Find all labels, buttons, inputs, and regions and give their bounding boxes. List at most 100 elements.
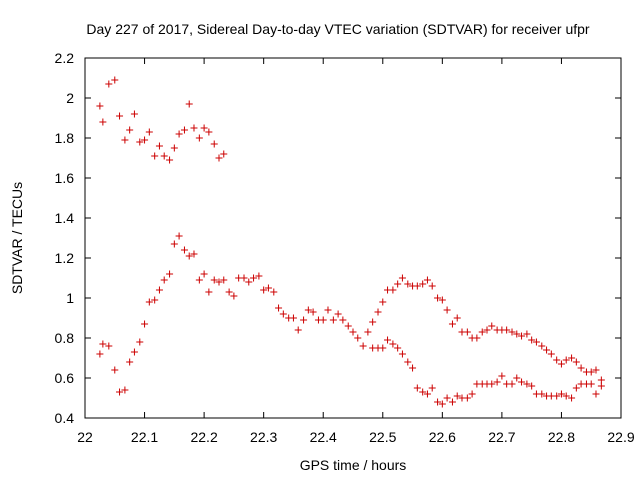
data-point — [419, 280, 427, 288]
data-point — [260, 286, 268, 294]
data-point — [394, 280, 402, 288]
data-point — [354, 334, 362, 342]
data-point — [423, 390, 431, 398]
data-point — [175, 232, 183, 240]
data-point — [404, 358, 412, 366]
y-tick-label: 0.6 — [55, 370, 75, 386]
plot-frame — [84, 57, 622, 419]
data-point — [389, 286, 397, 294]
data-point — [473, 334, 481, 342]
data-point — [592, 390, 600, 398]
x-tick-label: 22.6 — [429, 429, 456, 445]
data-point — [577, 364, 585, 372]
data-point — [513, 374, 521, 382]
data-point — [240, 274, 248, 282]
data-point — [543, 346, 551, 354]
data-point — [498, 372, 506, 380]
data-point — [195, 276, 203, 284]
data-point — [513, 330, 521, 338]
data-point — [105, 342, 113, 350]
x-tick-label: 22.1 — [131, 429, 158, 445]
y-tick-label: 0.8 — [55, 330, 75, 346]
data-point — [587, 380, 595, 388]
data-point — [409, 364, 417, 372]
data-point — [329, 316, 337, 324]
data-point — [205, 128, 213, 136]
y-tick-label: 2 — [66, 90, 74, 106]
data-point — [151, 152, 159, 160]
data-point — [190, 124, 198, 132]
x-tick-label: 22.7 — [488, 429, 515, 445]
y-axis-label: SDTVAR / TECUs — [9, 182, 25, 294]
data-point — [394, 344, 402, 352]
data-point — [428, 282, 436, 290]
x-tick-label: 22.3 — [250, 429, 277, 445]
data-point — [220, 276, 228, 284]
data-point — [96, 350, 104, 358]
data-point — [374, 308, 382, 316]
y-tick-label: 1.4 — [55, 210, 75, 226]
data-point — [141, 136, 149, 144]
data-point — [195, 134, 203, 142]
data-point — [230, 292, 238, 300]
data-point — [99, 340, 107, 348]
data-point — [384, 336, 392, 344]
y-tick-label: 1.8 — [55, 130, 75, 146]
data-point — [597, 382, 605, 390]
data-point — [448, 398, 456, 406]
data-point — [483, 326, 491, 334]
data-point — [264, 284, 272, 292]
data-point — [398, 274, 406, 282]
data-point — [250, 274, 258, 282]
x-tick-label: 22.9 — [607, 429, 634, 445]
y-tick-label: 1 — [66, 290, 74, 306]
data-point — [136, 138, 144, 146]
data-point — [210, 276, 218, 284]
data-point — [448, 320, 456, 328]
data-point — [334, 310, 342, 318]
data-point — [170, 144, 178, 152]
data-point — [141, 320, 149, 328]
data-point — [215, 154, 223, 162]
data-point — [210, 140, 218, 148]
data-point — [523, 380, 531, 388]
data-point — [339, 316, 347, 324]
data-point — [389, 340, 397, 348]
data-point — [538, 390, 546, 398]
data-point — [518, 332, 526, 340]
data-point — [369, 318, 377, 326]
data-point — [523, 330, 531, 338]
data-point — [553, 356, 561, 364]
data-point — [116, 388, 124, 396]
data-point — [309, 308, 317, 316]
data-point — [453, 392, 461, 400]
data-point — [96, 102, 104, 110]
data-point — [557, 390, 565, 398]
data-point — [428, 384, 436, 392]
data-point — [225, 288, 233, 296]
data-point — [508, 328, 516, 336]
y-tick-label: 1.2 — [55, 250, 75, 266]
x-tick-label: 22.2 — [190, 429, 217, 445]
x-axis-label: GPS time / hours — [300, 457, 407, 473]
data-point — [443, 394, 451, 402]
data-point — [553, 392, 561, 400]
y-tick-label: 2.2 — [55, 50, 75, 66]
data-point — [438, 400, 446, 408]
data-point — [587, 368, 595, 376]
data-point — [324, 306, 332, 314]
data-point — [99, 118, 107, 126]
data-point — [155, 142, 163, 150]
y-tick-label: 0.4 — [55, 410, 75, 426]
data-point — [175, 130, 183, 138]
data-point — [190, 250, 198, 258]
data-point — [413, 384, 421, 392]
data-point — [215, 278, 223, 286]
x-tick-label: 22.5 — [369, 429, 396, 445]
x-axis: 22 22.1 22.2 22.3 22.4 22.5 22.6 22.7 22.8 22.9 — [77, 58, 635, 445]
data-point — [180, 246, 188, 254]
y-tick-label: 1.6 — [55, 170, 75, 186]
data-point — [398, 350, 406, 358]
data-point — [572, 384, 580, 392]
